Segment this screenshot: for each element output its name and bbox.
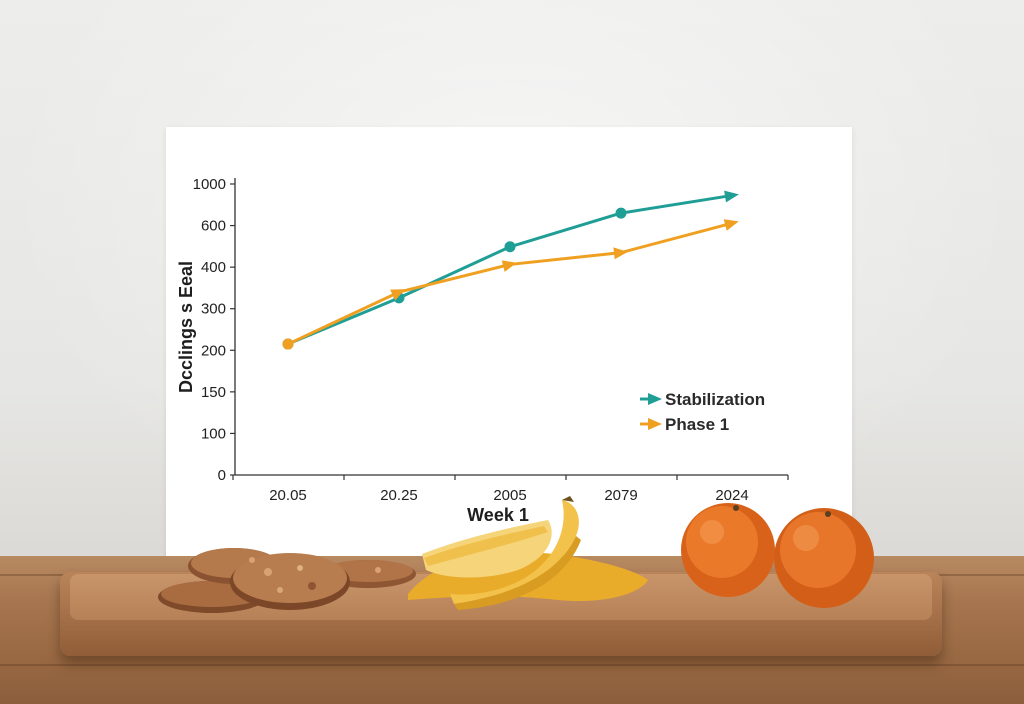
- y-tick-label: 600: [201, 218, 226, 235]
- bananas: [408, 496, 648, 610]
- y-tick-label: 400: [201, 259, 226, 276]
- x-tick-label: 20.05: [269, 487, 307, 504]
- series-line: [287, 193, 733, 346]
- chart-card: 0 100 150 200 300 400 600 1000 20.05 20.25 2005 20…: [166, 127, 852, 572]
- cookies: [158, 548, 416, 613]
- data-point: [390, 289, 406, 301]
- data-point: [723, 219, 739, 231]
- legend-item: Phase 1: [640, 415, 729, 434]
- legend-item: Stabilization: [640, 390, 765, 409]
- x-tick-label: 2024: [715, 487, 748, 504]
- legend-arrow-icon: [648, 393, 662, 405]
- x-tick-label: 2079: [604, 487, 637, 504]
- x-tick-label: 2005: [493, 487, 526, 504]
- series-stabilization: [282, 190, 739, 350]
- legend: Stabilization Phase 1: [640, 390, 765, 434]
- series-layer: [282, 190, 739, 350]
- y-tick-label: 200: [201, 342, 226, 359]
- x-axis-title: Week 1: [467, 505, 529, 525]
- y-tick-label: 1000: [193, 176, 226, 193]
- y-axis-title: Dcclings s Eeal: [176, 261, 196, 393]
- series-phase-1: [282, 219, 739, 350]
- data-point: [613, 247, 628, 260]
- y-tick-label: 300: [201, 301, 226, 318]
- data-point: [504, 241, 516, 253]
- legend-label: Stabilization: [665, 390, 765, 409]
- x-axis: 20.05 20.25 2005 2079 2024: [232, 474, 789, 504]
- y-tick-label: 150: [201, 384, 226, 401]
- x-tick-label: 20.25: [380, 487, 418, 504]
- legend-label: Phase 1: [665, 415, 729, 434]
- legend-arrow-icon: [648, 418, 662, 430]
- y-tick-label: 100: [201, 425, 226, 442]
- data-point: [615, 207, 627, 219]
- table-plank-seam: [0, 664, 1024, 666]
- data-point: [501, 260, 517, 272]
- oranges: [681, 503, 874, 608]
- data-point: [282, 338, 294, 350]
- y-axis: 0 100 150 200 300 400 600 1000: [193, 176, 236, 484]
- data-point: [724, 190, 739, 203]
- y-tick-label: 0: [218, 467, 226, 484]
